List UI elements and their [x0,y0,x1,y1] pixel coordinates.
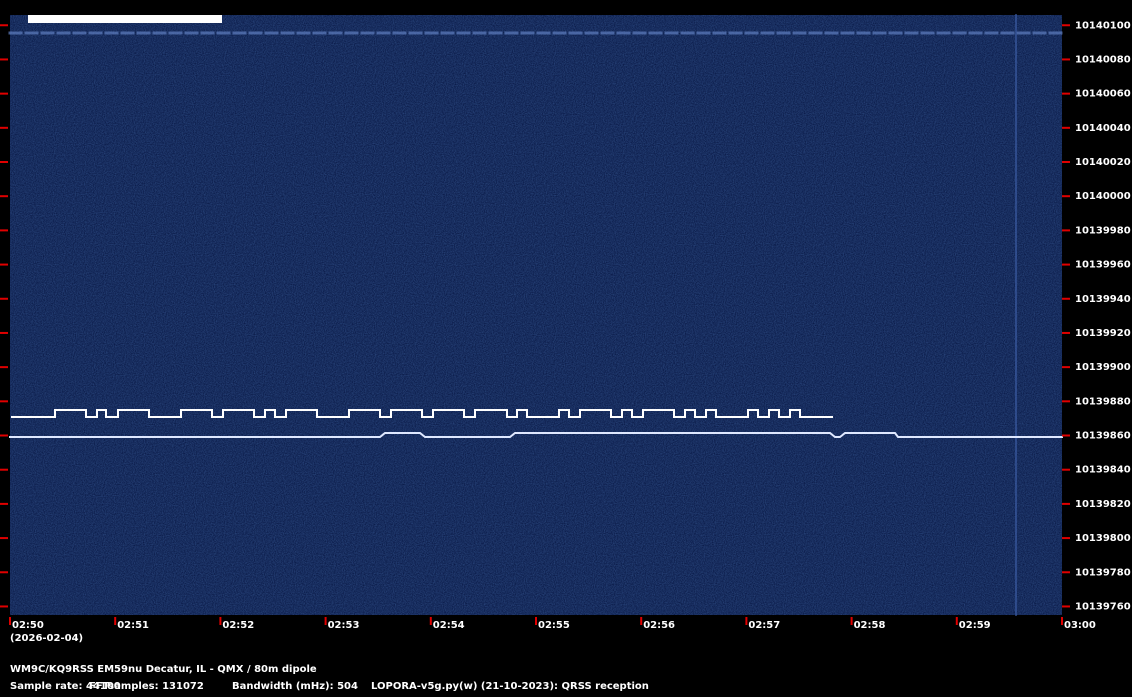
info-label: Sample rate: 44100 [10,681,121,692]
y-tick-label: 10139860 [1075,431,1131,442]
y-tick-label: 10140040 [1075,123,1131,134]
y-tick-label: 10139800 [1075,533,1131,544]
y-tick-label: 10139920 [1075,328,1131,339]
x-tick-label: 02:59 [959,620,991,631]
plot-noise [10,15,1062,615]
y-tick-label: 10139760 [1075,601,1131,612]
info-label: FFTsamples: 131072 [89,681,204,692]
y-tick-label: 10139960 [1075,260,1131,271]
x-tick-label: 02:58 [854,620,886,631]
x-tick-label: 02:54 [433,620,465,631]
y-tick-label: 10139840 [1075,465,1131,476]
signal-traces [8,14,1064,616]
y-tick-label: 10140080 [1075,54,1131,65]
x-tick-label: 02:57 [748,620,780,631]
keyed-signal [11,409,833,418]
y-tick-label: 10140020 [1075,157,1131,168]
y-tick-label: 10139880 [1075,396,1131,407]
info-label: Bandwidth (mHz): 504 [232,681,358,692]
y-tick-label: 10139980 [1075,225,1131,236]
y-tick-label: 10140100 [1075,20,1131,31]
date-label: (2026-02-04) [10,633,83,644]
station-title: WM9C/KQ9RSS EM59nu Decatur, IL - QMX / 8… [10,664,317,675]
x-tick-label: 02:55 [538,620,570,631]
carrier-signal [9,432,1063,438]
x-tick-label: 02:53 [328,620,360,631]
y-tick-label: 10139940 [1075,294,1131,305]
y-tick-label: 10139900 [1075,362,1131,373]
x-tick-label: 02:51 [117,620,149,631]
x-tick-label: 02:56 [643,620,675,631]
y-tick-label: 10140060 [1075,89,1131,100]
x-tick-label: 02:52 [222,620,254,631]
y-tick-label: 10140000 [1075,191,1131,202]
y-tick-label: 10139820 [1075,499,1131,510]
info-label: LOPORA-v5g.py(w) (21-10-2023): QRSS rece… [371,681,649,692]
x-tick-label: 02:50 [12,620,44,631]
noise-burst [28,15,222,23]
y-tick-label: 10139780 [1075,567,1131,578]
x-tick-label: 03:00 [1064,620,1096,631]
